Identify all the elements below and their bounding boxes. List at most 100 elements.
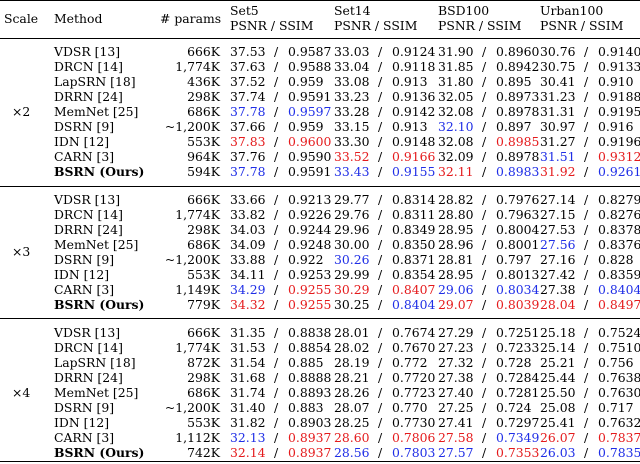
param-count: 436K	[187, 74, 220, 89]
psnr-value: 25.08	[540, 400, 576, 415]
psnr-value: 27.38	[540, 282, 576, 297]
psnr-value: 34.29	[230, 282, 266, 297]
psnr-ssim-separator: /	[274, 192, 279, 207]
psnr-ssim-separator: /	[378, 325, 383, 340]
header-set5-sub: PSNR / SSIM	[230, 18, 314, 33]
ssim-value: 0.8497	[598, 297, 640, 312]
psnr-ssim-separator: /	[482, 134, 487, 149]
psnr-ssim-separator: /	[584, 134, 589, 149]
psnr-value: 28.26	[334, 385, 370, 400]
psnr-ssim-separator: /	[482, 400, 487, 415]
ssim-value: 0.756	[598, 355, 634, 370]
psnr-ssim-separator: /	[584, 370, 589, 385]
param-count: 1,774K	[175, 207, 220, 222]
psnr-value: 27.16	[540, 252, 576, 267]
psnr-ssim-separator: /	[482, 385, 487, 400]
psnr-ssim-separator: /	[482, 252, 487, 267]
psnr-value: 31.40	[230, 400, 266, 415]
psnr-ssim-separator: /	[274, 134, 279, 149]
ssim-value: 0.9136	[392, 89, 436, 104]
psnr-value: 28.81	[438, 252, 474, 267]
psnr-value: 30.25	[334, 297, 370, 312]
psnr-ssim-separator: /	[584, 222, 589, 237]
ssim-value: 0.883	[288, 400, 324, 415]
ssim-value: 0.7730	[392, 415, 436, 430]
method-name: DRCN [14]	[54, 59, 123, 74]
psnr-value: 28.80	[438, 207, 474, 222]
ssim-value: 0.8978	[496, 104, 540, 119]
ssim-value: 0.8973	[496, 89, 540, 104]
psnr-ssim-separator: /	[482, 44, 487, 59]
psnr-ssim-separator: /	[482, 192, 487, 207]
ssim-value: 0.9255	[288, 297, 332, 312]
ssim-value: 0.8004	[496, 222, 540, 237]
psnr-value: 27.23	[438, 340, 474, 355]
param-count: 666K	[187, 44, 220, 59]
psnr-ssim-separator: /	[378, 74, 383, 89]
psnr-ssim-separator: /	[378, 340, 383, 355]
param-count: 666K	[187, 325, 220, 340]
psnr-value: 30.41	[540, 74, 576, 89]
psnr-value: 37.83	[230, 134, 266, 149]
ssim-value: 0.8276	[598, 207, 640, 222]
ssim-value: 0.8404	[392, 297, 436, 312]
psnr-ssim-separator: /	[378, 149, 383, 164]
method-name: BSRN (Ours)	[54, 297, 145, 312]
psnr-ssim-separator: /	[584, 340, 589, 355]
header-urban100-sub: PSNR / SSIM	[540, 18, 624, 33]
param-count: 686K	[187, 104, 220, 119]
ssim-value: 0.8354	[392, 267, 436, 282]
param-count: 1,112K	[175, 430, 220, 445]
psnr-value: 37.76	[230, 149, 266, 164]
ssim-value: 0.9587	[288, 44, 332, 59]
psnr-ssim-separator: /	[378, 415, 383, 430]
method-name: LapSRN [18]	[54, 74, 136, 89]
psnr-ssim-separator: /	[584, 44, 589, 59]
ssim-value: 0.8314	[392, 192, 436, 207]
ssim-value: 0.7251	[496, 325, 540, 340]
psnr-value: 28.25	[334, 415, 370, 430]
psnr-ssim-separator: /	[584, 104, 589, 119]
ssim-value: 0.922	[288, 252, 324, 267]
param-count: 1,774K	[175, 59, 220, 74]
psnr-ssim-separator: /	[274, 385, 279, 400]
psnr-value: 32.09	[438, 149, 474, 164]
psnr-ssim-separator: /	[584, 445, 589, 460]
psnr-value: 33.08	[334, 74, 370, 89]
psnr-ssim-separator: /	[378, 355, 383, 370]
psnr-value: 25.44	[540, 370, 576, 385]
ssim-value: 0.770	[392, 400, 428, 415]
psnr-value: 34.32	[230, 297, 266, 312]
psnr-value: 33.03	[334, 44, 370, 59]
ssim-value: 0.9591	[288, 89, 332, 104]
psnr-ssim-separator: /	[584, 89, 589, 104]
psnr-ssim-separator: /	[482, 340, 487, 355]
psnr-ssim-separator: /	[378, 282, 383, 297]
ssim-value: 0.910	[598, 74, 634, 89]
method-name: IDN [12]	[54, 267, 110, 282]
ssim-value: 0.7281	[496, 385, 540, 400]
ssim-value: 0.8013	[496, 267, 540, 282]
psnr-value: 29.99	[334, 267, 370, 282]
psnr-ssim-separator: /	[584, 207, 589, 222]
ssim-value: 0.959	[288, 119, 324, 134]
ssim-value: 0.7963	[496, 207, 540, 222]
psnr-value: 28.07	[334, 400, 370, 415]
header-set14-name: Set14	[334, 3, 371, 18]
psnr-value: 28.82	[438, 192, 474, 207]
psnr-value: 27.32	[438, 355, 474, 370]
header-bsd100-sub: PSNR / SSIM	[438, 18, 522, 33]
psnr-ssim-separator: /	[584, 297, 589, 312]
ssim-value: 0.8942	[496, 59, 540, 74]
psnr-ssim-separator: /	[584, 430, 589, 445]
ssim-value: 0.8960	[496, 44, 540, 59]
psnr-value: 31.74	[230, 385, 266, 400]
psnr-ssim-separator: /	[584, 355, 589, 370]
ssim-value: 0.9255	[288, 282, 332, 297]
ssim-value: 0.8376	[598, 237, 640, 252]
ssim-value: 0.7670	[392, 340, 436, 355]
method-name: DSRN [9]	[54, 119, 115, 134]
psnr-value: 33.15	[334, 119, 370, 134]
ssim-value: 0.8407	[392, 282, 436, 297]
